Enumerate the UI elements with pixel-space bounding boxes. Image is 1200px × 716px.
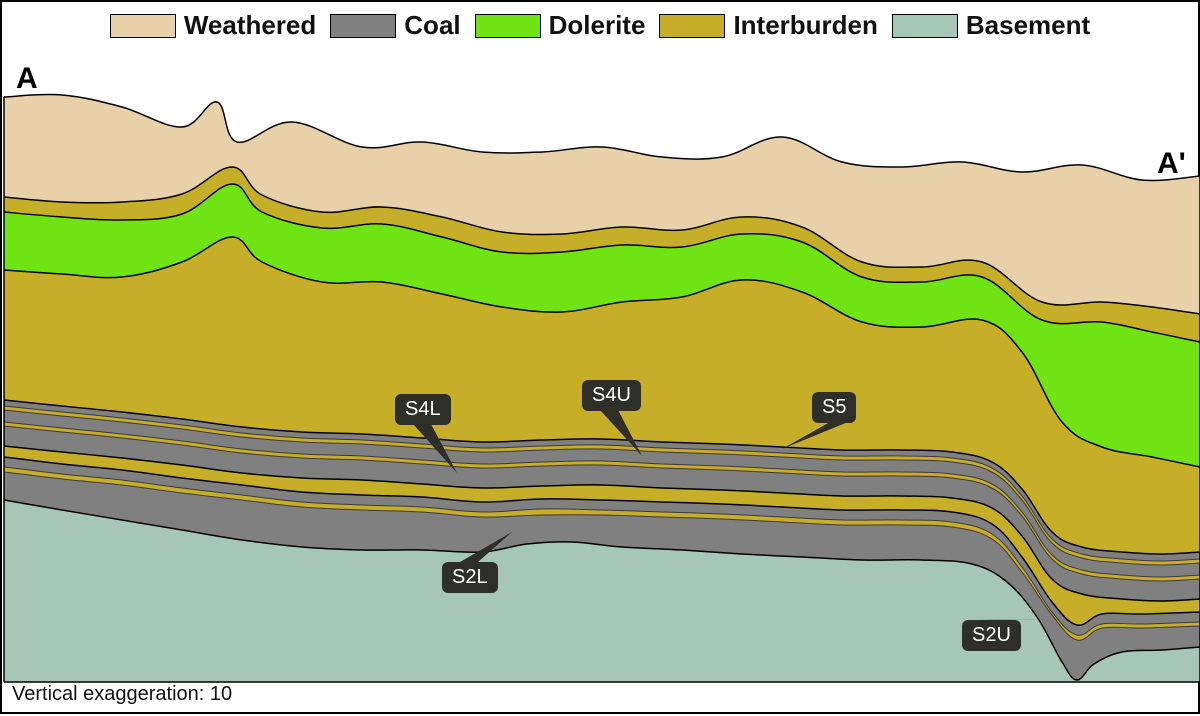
legend-swatch <box>475 14 541 38</box>
cross-section-svg <box>2 2 1200 716</box>
legend: Weathered Coal Dolerite Interburden Basement <box>2 10 1198 41</box>
callout-s4l: S4L <box>395 394 451 425</box>
legend-label: Weathered <box>184 10 316 41</box>
endpoint-a-label: A <box>16 62 38 96</box>
legend-swatch <box>110 14 176 38</box>
callout-s4u: S4U <box>582 380 641 411</box>
callout-s2l: S2L <box>442 562 498 593</box>
legend-swatch <box>892 14 958 38</box>
endpoint-a-prime-label: A' <box>1157 147 1186 181</box>
legend-item-interburden: Interburden <box>659 10 877 41</box>
legend-item-coal: Coal <box>330 10 460 41</box>
cross-section-container: Weathered Coal Dolerite Interburden Basement… <box>0 0 1200 714</box>
legend-label: Basement <box>966 10 1090 41</box>
legend-label: Coal <box>404 10 460 41</box>
legend-swatch <box>659 14 725 38</box>
legend-label: Interburden <box>733 10 877 41</box>
callout-s5: S5 <box>812 392 856 423</box>
legend-swatch <box>330 14 396 38</box>
legend-label: Dolerite <box>549 10 646 41</box>
callout-s2u: S2U <box>962 620 1021 651</box>
legend-item-basement: Basement <box>892 10 1090 41</box>
legend-item-weathered: Weathered <box>110 10 316 41</box>
legend-item-dolerite: Dolerite <box>475 10 646 41</box>
vertical-exaggeration-note: Vertical exaggeration: 10 <box>12 683 232 706</box>
